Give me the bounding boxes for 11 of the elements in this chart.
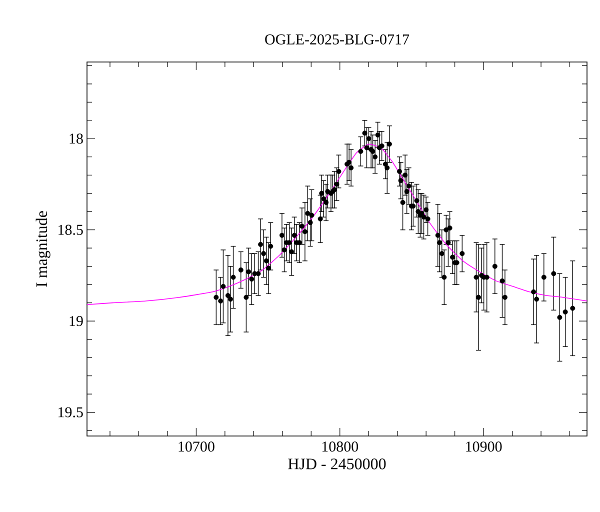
- y-tick-label: 19: [70, 316, 83, 326]
- chart-title: OGLE-2025-BLG-0717: [265, 34, 410, 44]
- x-tick-label: 10800: [322, 442, 358, 452]
- line-series: [87, 144, 588, 306]
- y-tick-label: 18: [70, 134, 83, 144]
- x-axis-title: HJD - 2450000: [288, 458, 386, 470]
- x-tick-label: 10700: [178, 442, 214, 452]
- y-tick-label: 18.5: [58, 224, 83, 235]
- y-axis-title: I magnitude: [36, 211, 50, 287]
- x-tick-label: 10900: [466, 442, 502, 452]
- y-tick-label: 19.5: [58, 407, 83, 418]
